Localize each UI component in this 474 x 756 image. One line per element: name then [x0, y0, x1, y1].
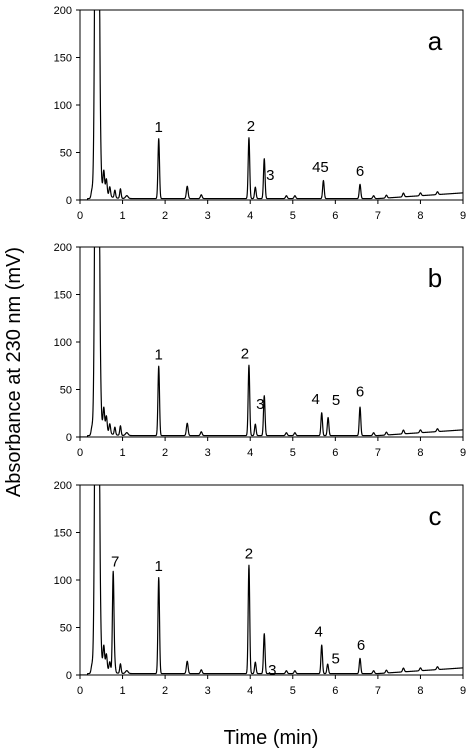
- x-tick-label: 6: [332, 447, 338, 459]
- x-tick-label: 1: [119, 447, 125, 459]
- x-tick-label: 4: [247, 447, 253, 459]
- x-tick-label: 7: [375, 447, 381, 459]
- x-tick-label: 0: [77, 210, 83, 222]
- y-tick-label: 0: [66, 195, 72, 207]
- peak-label: 2: [241, 346, 249, 363]
- y-tick-label: 200: [54, 242, 72, 254]
- chromatogram-trace: [80, 247, 463, 437]
- peak-label: 6: [357, 637, 365, 654]
- plot-frame: [79, 246, 464, 438]
- x-tick-label: 1: [119, 685, 125, 697]
- peak-label: 3: [256, 396, 264, 413]
- peak-label: 5: [332, 651, 340, 668]
- y-tick-label: 200: [54, 5, 72, 17]
- y-tick-label: 150: [54, 290, 72, 302]
- x-tick-label: 4: [247, 685, 253, 697]
- y-tick-label: 100: [54, 575, 72, 587]
- y-tick-label: 0: [66, 432, 72, 444]
- x-tick-label: 0: [77, 685, 83, 697]
- x-tick-label: 5: [290, 210, 296, 222]
- chromatogram-trace: [80, 485, 463, 675]
- x-tick-label: 9: [460, 685, 466, 697]
- peak-label: 3: [268, 662, 276, 679]
- x-tick-label: 6: [332, 210, 338, 222]
- x-tick-label: 7: [375, 685, 381, 697]
- peak-label: 1: [155, 558, 163, 575]
- peak-label: 45: [312, 159, 329, 176]
- x-tick-label: 8: [417, 685, 423, 697]
- x-tick-label: 2: [162, 210, 168, 222]
- peak-label: 7: [111, 553, 119, 570]
- peak-label: 5: [332, 392, 340, 409]
- x-tick-label: 5: [290, 447, 296, 459]
- panel-letter: c: [429, 501, 442, 531]
- x-tick-label: 0: [77, 447, 83, 459]
- peak-label: 2: [245, 546, 253, 563]
- x-tick-label: 8: [417, 447, 423, 459]
- y-tick-label: 50: [60, 148, 72, 160]
- y-tick-label: 0: [66, 670, 72, 682]
- x-tick-label: 6: [332, 685, 338, 697]
- y-tick-label: 150: [54, 528, 72, 540]
- x-tick-label: 1: [119, 210, 125, 222]
- peak-label: 4: [315, 624, 323, 641]
- panel-letter: a: [428, 26, 443, 56]
- peak-label: 3: [266, 167, 274, 184]
- peak-label: 1: [155, 347, 163, 364]
- x-tick-label: 9: [460, 210, 466, 222]
- y-tick-label: 50: [60, 385, 72, 397]
- x-tick-label: 3: [205, 447, 211, 459]
- peak-label: 2: [247, 118, 255, 135]
- x-tick-label: 2: [162, 685, 168, 697]
- y-tick-label: 50: [60, 623, 72, 635]
- x-tick-label: 3: [205, 685, 211, 697]
- x-tick-label: 5: [290, 685, 296, 697]
- peak-label: 1: [155, 119, 163, 136]
- x-tick-label: 2: [162, 447, 168, 459]
- y-tick-label: 100: [54, 100, 72, 112]
- chromatogram-trace: [80, 10, 463, 200]
- x-tick-label: 4: [247, 210, 253, 222]
- peak-label: 4: [312, 391, 320, 408]
- x-axis-title: Time (min): [224, 727, 319, 749]
- peak-label: 6: [356, 163, 364, 180]
- y-tick-label: 200: [54, 480, 72, 492]
- peak-label: 6: [356, 384, 364, 401]
- plot-frame: [79, 484, 464, 676]
- panel-letter: b: [428, 263, 442, 293]
- y-tick-label: 100: [54, 337, 72, 349]
- y-tick-label: 150: [54, 53, 72, 65]
- y-axis-title: Absorbance at 230 nm (mV): [3, 247, 25, 497]
- x-tick-label: 8: [417, 210, 423, 222]
- x-tick-label: 3: [205, 210, 211, 222]
- x-tick-label: 7: [375, 210, 381, 222]
- x-tick-label: 9: [460, 447, 466, 459]
